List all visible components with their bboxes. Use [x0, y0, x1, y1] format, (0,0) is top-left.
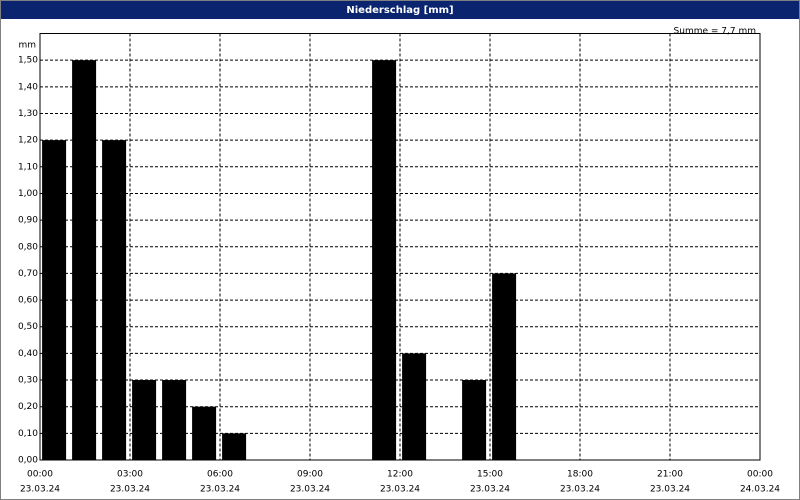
bar [72, 60, 97, 460]
y-tick-label: 0,10 [18, 429, 38, 439]
window-title: Niederschlag [mm] [346, 5, 453, 16]
x-tick-label: 00:00 [27, 470, 53, 480]
y-tick-label: 0,90 [18, 216, 38, 226]
y-tick-label: 0,70 [18, 269, 38, 279]
x-tick-label: 15:00 [477, 470, 503, 480]
annotation: Summe = 7,7 mm [674, 27, 756, 37]
y-tick-label: 1,10 [18, 162, 38, 172]
plot-border [39, 33, 761, 461]
x-tick-date: 23.03.24 [470, 485, 510, 495]
x-tick-date: 23.03.24 [650, 485, 690, 495]
bar [162, 380, 187, 460]
y-tick-label: 1,30 [18, 109, 38, 119]
x-tick-label: 09:00 [297, 470, 323, 480]
x-tick-date: 23.03.24 [200, 485, 240, 495]
bar [462, 380, 487, 460]
x-tick-label: 21:00 [657, 470, 683, 480]
bar [222, 433, 247, 460]
bar [402, 353, 427, 460]
y-tick-label: 0,80 [18, 242, 38, 252]
y-tick-label: 1,00 [18, 189, 38, 199]
x-tick-label: 18:00 [567, 470, 593, 480]
bar [192, 406, 217, 460]
y-tick-label: 0,20 [18, 402, 38, 412]
x-tick-date: 23.03.24 [20, 485, 60, 495]
bar [102, 140, 127, 460]
y-tick-label: 1,20 [18, 136, 38, 146]
y-tick-label: 0,50 [18, 322, 38, 332]
x-tick-date: 24.03.24 [740, 485, 780, 495]
x-tick-label: 06:00 [207, 470, 233, 480]
y-tick-label: 0,60 [18, 296, 38, 306]
x-tick-label: 12:00 [387, 470, 413, 480]
x-tick-label: 03:00 [117, 470, 143, 480]
y-axis-label: mm [18, 41, 36, 51]
y-tick-label: 0,00 [18, 456, 38, 466]
y-tick-label: 1,40 [18, 82, 38, 92]
bar [42, 140, 67, 460]
y-tick-label: 0,30 [18, 376, 38, 386]
x-tick-date: 23.03.24 [380, 485, 420, 495]
x-tick-date: 23.03.24 [560, 485, 600, 495]
bar [492, 273, 517, 460]
y-tick-label: 1,50 [18, 56, 38, 66]
bar [132, 380, 157, 460]
title-bar [1, 1, 799, 19]
bar [372, 60, 397, 460]
y-tick-label: 0,40 [18, 349, 38, 359]
x-tick-date: 23.03.24 [290, 485, 330, 495]
x-tick-label: 00:00 [747, 470, 773, 480]
x-tick-date: 23.03.24 [110, 485, 150, 495]
